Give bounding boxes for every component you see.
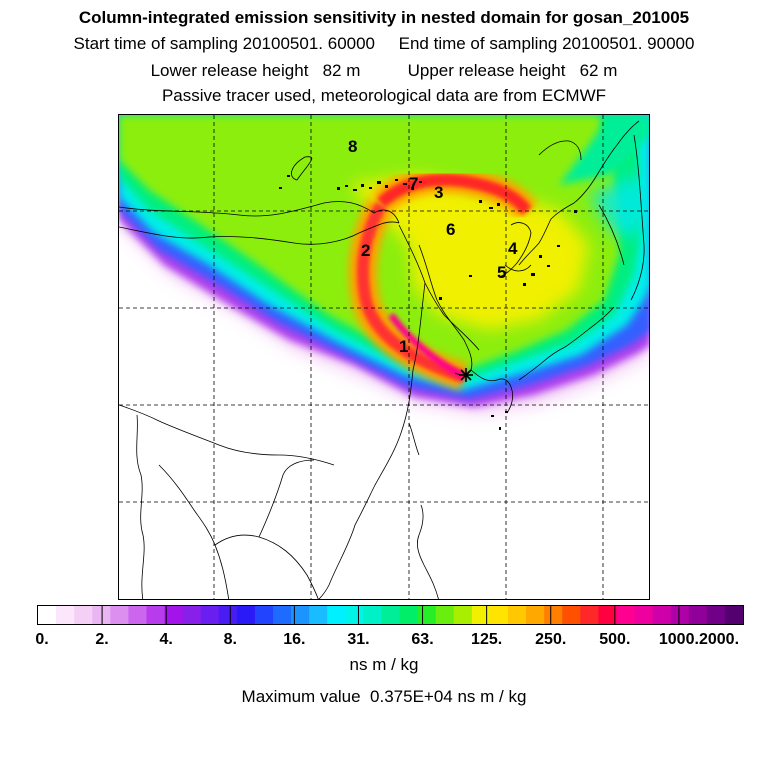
release-height-line: Lower release height 82 m Upper release …	[150, 61, 618, 80]
colorbar-swatch	[652, 606, 672, 624]
colorbar-swatch	[544, 606, 563, 624]
colorbar-swatch	[254, 606, 274, 624]
colorbar-swatch	[417, 606, 437, 624]
maximum-value-label: Maximum value 0.375E+04 ns m / kg	[241, 687, 527, 706]
sampling-time-line: Start time of sampling 20100501. 60000 E…	[73, 34, 695, 53]
colorbar-swatch	[92, 606, 111, 624]
colorbar-swatch	[309, 606, 328, 624]
colorbar-tick-label: 63.	[411, 631, 434, 648]
marker-6: 6	[446, 220, 455, 239]
colorbar-swatch	[200, 606, 220, 624]
marker-3: 3	[434, 183, 443, 202]
sensitivity-map: 1 2 3 4 5 6 7 8	[118, 114, 650, 600]
colorbar-swatch	[273, 606, 292, 624]
colorbar-tick-label: 2000.	[698, 631, 740, 648]
colorbar-swatch	[508, 606, 527, 624]
colorbar-swatch	[38, 606, 57, 624]
colorbar-swatch	[182, 606, 202, 624]
colorbar-swatch	[363, 606, 382, 624]
colorbar-swatch	[218, 606, 238, 624]
marker-8: 8	[348, 137, 357, 156]
colorbar-swatch	[345, 606, 364, 624]
colorbar-swatch	[56, 606, 75, 624]
colorbar-tick-label: 2.	[95, 631, 109, 648]
colorbar-swatch	[489, 606, 509, 624]
colorbar-swatch	[706, 606, 726, 624]
colorbar-swatch	[435, 606, 455, 624]
colorbar-swatch	[146, 606, 166, 624]
marker-7: 7	[409, 174, 418, 193]
figure-title: Column-integrated emission sensitivity i…	[78, 8, 690, 27]
colorbar-tick-label: 500.	[599, 631, 631, 648]
colorbar-units: ns m / kg	[349, 655, 419, 674]
star-icon	[459, 368, 473, 382]
colorbar-tick-label: 250.	[535, 631, 567, 648]
marker-5: 5	[497, 263, 506, 282]
colorbar-swatch	[381, 606, 401, 624]
colorbar-swatch	[164, 606, 184, 624]
colorbar-swatch	[74, 606, 93, 624]
colorbar-tick-label: 0.	[35, 631, 49, 648]
coastlines	[119, 120, 645, 599]
tracer-info-line: Passive tracer used, meteorological data…	[161, 86, 607, 105]
colorbar-tick-label: 16.	[283, 631, 306, 648]
colorbar-swatch	[327, 606, 346, 624]
colorbar-swatch	[598, 606, 617, 624]
colorbar-tick-label: 4.	[159, 631, 173, 648]
cluster-markers: 1 2 3 4 5 6 7 8	[348, 137, 518, 356]
colorbar-tick-label: 8.	[223, 631, 237, 648]
marker-4: 4	[508, 239, 518, 258]
colorbar-swatch	[110, 606, 129, 624]
colorbar-swatch	[471, 606, 491, 624]
sensitivity-field	[119, 115, 649, 415]
colorbar-swatch	[399, 606, 419, 624]
colorbar-swatch	[526, 606, 545, 624]
colorbar-swatch	[580, 606, 599, 624]
colorbar-swatch	[670, 606, 690, 624]
colorbar	[37, 605, 744, 625]
colorbar-swatch	[236, 606, 256, 624]
colorbar-swatch	[634, 606, 654, 624]
colorbar-swatch	[688, 606, 708, 624]
marker-1: 1	[399, 337, 408, 356]
colorbar-swatch	[616, 606, 636, 624]
colorbar-tick-label: 125.	[471, 631, 503, 648]
colorbar-tick-label: 31.	[347, 631, 370, 648]
colorbar-swatch	[724, 606, 743, 624]
colorbar-swatch	[453, 606, 473, 624]
colorbar-swatch	[291, 606, 310, 624]
colorbar-tick-label: 1000.	[658, 631, 699, 648]
marker-2: 2	[361, 241, 370, 260]
lakes	[279, 175, 577, 430]
colorbar-swatch	[562, 606, 581, 624]
grid-lines	[119, 115, 649, 599]
colorbar-swatch	[128, 606, 147, 624]
colorbar-swatches	[38, 606, 743, 624]
map-canvas: 1 2 3 4 5 6 7 8	[119, 115, 649, 599]
